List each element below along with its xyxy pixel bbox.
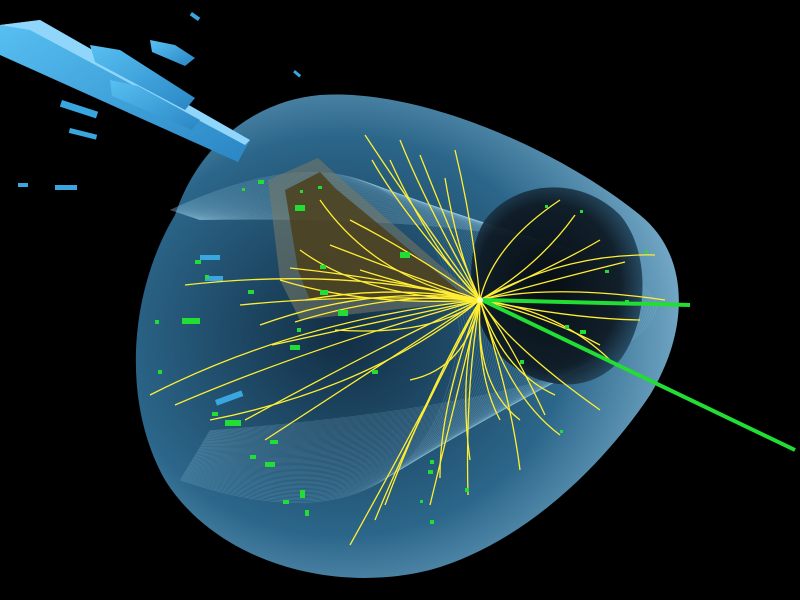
track-line: [319, 199, 481, 301]
track-line: [419, 154, 481, 301]
energy-deposit: [372, 370, 378, 374]
tower-12: [189, 12, 201, 22]
energy-deposit: [283, 500, 289, 504]
energy-deposit: [580, 210, 583, 213]
track-line: [184, 278, 481, 301]
energy-deposit: [320, 265, 326, 269]
track-line: [349, 219, 481, 301]
energy-deposit: [560, 430, 563, 433]
track-line: [364, 134, 481, 301]
energy-deposit: [400, 252, 410, 258]
track-line: [149, 299, 481, 396]
energy-deposit: [212, 412, 218, 416]
energy-deposit: [338, 310, 348, 316]
energy-deposit: [305, 510, 309, 516]
tower-3: [110, 80, 200, 130]
tower-6: [68, 128, 98, 140]
energy-deposit: [297, 328, 301, 332]
energy-deposit: [155, 320, 159, 324]
tower-5: [59, 100, 99, 119]
tower-2: [90, 45, 195, 110]
track-line: [329, 244, 481, 301]
track-line: [389, 159, 481, 301]
energy-deposit: [182, 318, 200, 324]
energy-deposit: [420, 500, 423, 503]
energy-deposit: [248, 290, 254, 294]
calorimeter-towers: [0, 12, 302, 406]
energy-deposit: [318, 186, 322, 189]
tower-11: [215, 390, 244, 406]
lepton-track-1: [481, 298, 796, 452]
track-line: [209, 299, 481, 421]
track-line: [479, 299, 561, 436]
track-line: [239, 297, 481, 306]
energy-deposit: [242, 188, 245, 191]
energy-deposit: [465, 488, 469, 492]
mesh-line: [197, 217, 644, 435]
track-line: [264, 299, 481, 441]
tower-4: [150, 40, 195, 66]
track-line: [478, 299, 501, 421]
track-line: [399, 139, 481, 301]
energy-deposit: [428, 470, 433, 474]
energy-deposit: [320, 290, 328, 295]
energy-deposit: [195, 260, 201, 264]
track-line: [454, 149, 481, 301]
energy-deposit: [605, 270, 609, 273]
energy-deposit: [270, 440, 278, 444]
track-line: [479, 299, 601, 411]
energy-deposit: [225, 420, 241, 426]
energy-deposit: [258, 180, 264, 184]
track-line: [294, 297, 481, 323]
track-line: [334, 299, 481, 332]
energy-deposit: [520, 360, 524, 364]
tower-10: [205, 276, 223, 281]
detector-shell: [135, 94, 679, 578]
jet-cone-inner: [285, 172, 470, 300]
energy-deposit: [430, 520, 434, 524]
lepton-tracks: [481, 298, 796, 452]
lepton-track-2: [481, 298, 691, 307]
energy-deposit: [300, 490, 305, 498]
energy-deposit: [300, 190, 303, 193]
collision-vertex: [477, 297, 483, 303]
tower-8: [18, 183, 28, 187]
energy-deposit: [645, 250, 648, 253]
track-line: [479, 239, 601, 301]
energy-deposit: [545, 205, 548, 208]
tower-7: [55, 185, 77, 190]
track-line: [439, 299, 481, 479]
track-line: [479, 199, 561, 301]
track-line: [384, 299, 481, 506]
energy-deposit: [265, 462, 275, 467]
energy-deposit: [158, 370, 162, 374]
energy-deposit: [290, 345, 300, 350]
energy-deposit: [430, 460, 434, 464]
energy-deposit: [250, 455, 256, 459]
energy-deposit: [565, 325, 569, 329]
energy-deposits: [155, 180, 648, 524]
track-line: [479, 299, 616, 366]
particle-tracks: [149, 134, 666, 546]
track-line: [244, 299, 481, 421]
track-line: [271, 299, 481, 346]
track-line: [479, 214, 576, 301]
mesh-line: [197, 217, 646, 434]
inner-bore: [471, 187, 643, 385]
track-line: [479, 254, 656, 301]
track-line: [479, 291, 666, 301]
energy-deposit: [205, 275, 209, 279]
energy-deposit: [580, 330, 586, 334]
energy-deposit: [295, 205, 305, 211]
track-line: [479, 261, 626, 301]
tower-13: [293, 70, 302, 78]
track-line: [174, 299, 481, 406]
track-line: [465, 299, 481, 461]
track-line: [466, 299, 481, 496]
tower-9: [200, 255, 220, 260]
